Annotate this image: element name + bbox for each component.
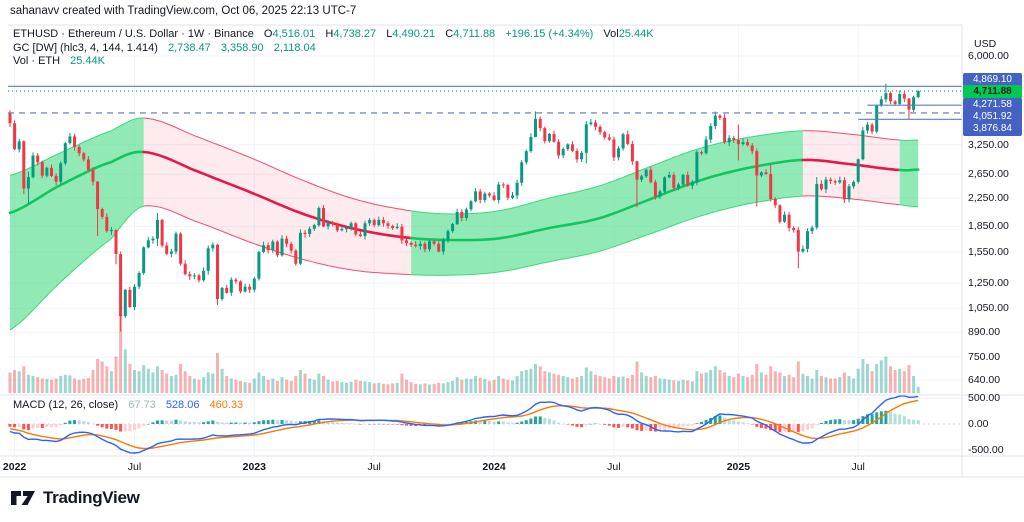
- price-axis-label: 1,250.00: [968, 277, 1009, 290]
- macd-title: MACD: [13, 399, 46, 411]
- macd-line: [9, 395, 919, 454]
- time-axis-label: Jul: [607, 461, 621, 473]
- symbol-legend: ETHUSD · Ethereum / U.S. Dollar · 1W · B…: [13, 28, 654, 41]
- time-axis-label: 2025: [726, 461, 751, 473]
- macd-axis-label: 500.00: [968, 392, 1001, 405]
- gc-center-value: 2,738.47: [167, 42, 211, 54]
- macd-axis-label: -500.00: [968, 443, 1004, 456]
- time-axis-label: Jul: [851, 461, 865, 473]
- price-axis-label: 1,050.00: [968, 302, 1009, 315]
- ohlc-high: 4,738.27: [333, 28, 377, 40]
- volume-bars: [8, 313, 920, 393]
- ohlc-low-label: L: [386, 28, 393, 40]
- gc-lower-value: 2,118.04: [273, 42, 316, 54]
- symbol-title: ETHUSD · Ethereum / U.S. Dollar · 1W · B…: [13, 28, 254, 40]
- time-axis-label: 2022: [2, 461, 27, 473]
- tradingview-logo-icon: [11, 491, 35, 505]
- candlesticks: [8, 83, 920, 332]
- macd-line-value: 528.06: [165, 399, 200, 411]
- macd-axis-label: 0.00: [968, 418, 989, 430]
- gc-title: GC [DW] (hlc3, 4, 144, 1.414): [13, 42, 158, 54]
- price-axis-label: 2,250.00: [968, 192, 1009, 204]
- price-axis-label: 640.00: [968, 374, 1001, 387]
- gaussian-channel-band: [8, 117, 920, 331]
- macd-hist-value: 67.73: [128, 399, 156, 411]
- macd-params: (12, 26, close): [48, 399, 119, 411]
- time-axis-label: 2023: [242, 461, 266, 473]
- gaussian-channel-legend: GC [DW] (hlc3, 4, 144, 1.414) 2,738.47 3…: [13, 42, 316, 55]
- macd-signal-line: [9, 399, 919, 450]
- price-axis-label: 2,650.00: [968, 168, 1009, 181]
- last-price-badge: 4,711.88: [963, 85, 1022, 99]
- tradingview-logo[interactable]: TradingView: [10, 487, 140, 509]
- time-axis-label: Jul: [367, 461, 381, 473]
- header-attribution: sahanavv created with TradingView.com, O…: [10, 5, 357, 17]
- ohlc-low: 4,490.21: [392, 28, 436, 40]
- macd-legend: MACD (12, 26, close) 67.73 528.06 460.33: [13, 399, 243, 412]
- gc-upper-value: 3,358.90: [220, 42, 264, 54]
- vol-label: Vol: [603, 28, 619, 40]
- ohlc-high-label: H: [325, 28, 334, 40]
- change-value: +196.15 (+4.34%): [505, 28, 594, 40]
- time-axis-label: 2024: [482, 461, 506, 473]
- price-level-badge: 4,271.58: [963, 98, 1022, 112]
- price-axis-label: 750.00: [968, 351, 1001, 364]
- price-axis-label: 6,000.00: [968, 50, 1009, 62]
- volume-row-value: 25.44K: [70, 55, 106, 67]
- volume-row-title: Vol · ETH: [13, 55, 61, 67]
- price-axis-label: 1,550.00: [968, 246, 1009, 258]
- time-axis-label: Jul: [127, 461, 142, 473]
- ohlc-close: 4,711.88: [453, 28, 496, 40]
- tradingview-logo-text: TradingView: [43, 488, 140, 507]
- macd-signal-value: 460.33: [209, 399, 244, 411]
- price-axis-label: 1,850.00: [968, 220, 1009, 233]
- ohlc-close-label: C: [445, 28, 454, 40]
- volume-legend: Vol · ETH 25.44K: [13, 55, 105, 68]
- vol-value: 25.44K: [618, 28, 654, 40]
- price-axis-label: 3,250.00: [968, 138, 1009, 151]
- price-level-badge: 4,051.92: [963, 110, 1022, 124]
- price-axis-currency: USD: [974, 38, 997, 50]
- price-level-badge: 4,869.10: [963, 73, 1022, 87]
- price-level-badge: 3,876.84: [963, 122, 1022, 136]
- ohlc-open: 4,516.01: [272, 28, 316, 40]
- ohlc-open-label: O: [263, 28, 273, 40]
- price-axis-label: 890.00: [968, 326, 1001, 339]
